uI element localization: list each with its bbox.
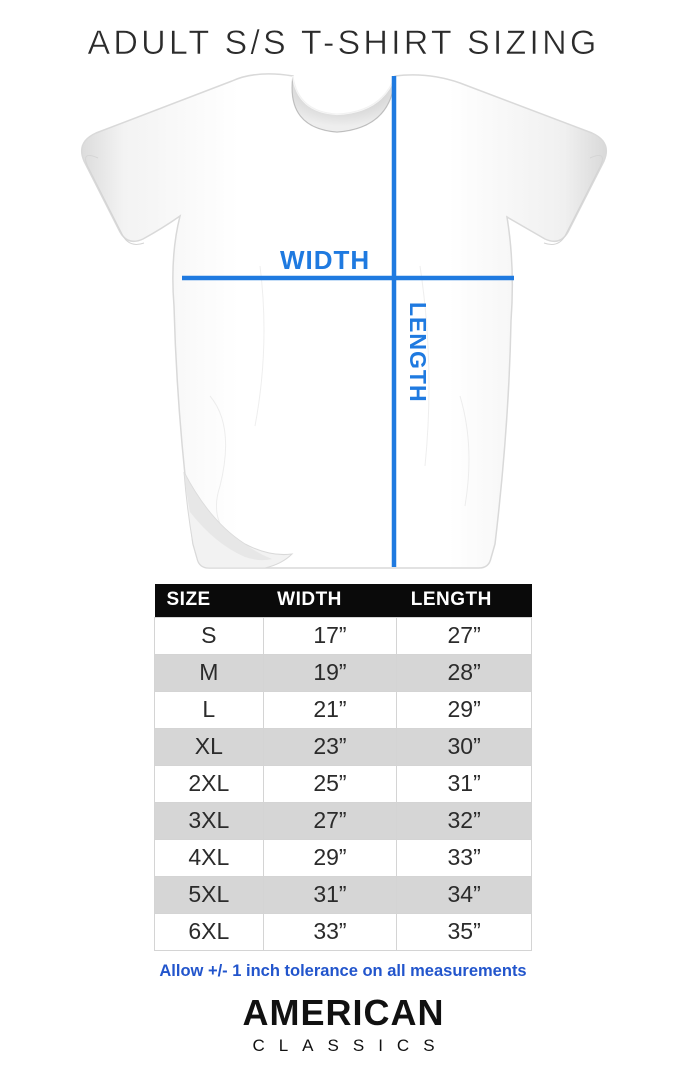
svg-text:LENGTH: LENGTH (405, 302, 431, 403)
svg-text:WIDTH: WIDTH (280, 245, 370, 275)
svg-text:ADULT S/S T-SHIRT SIZING: ADULT S/S T-SHIRT SIZING (88, 24, 600, 62)
